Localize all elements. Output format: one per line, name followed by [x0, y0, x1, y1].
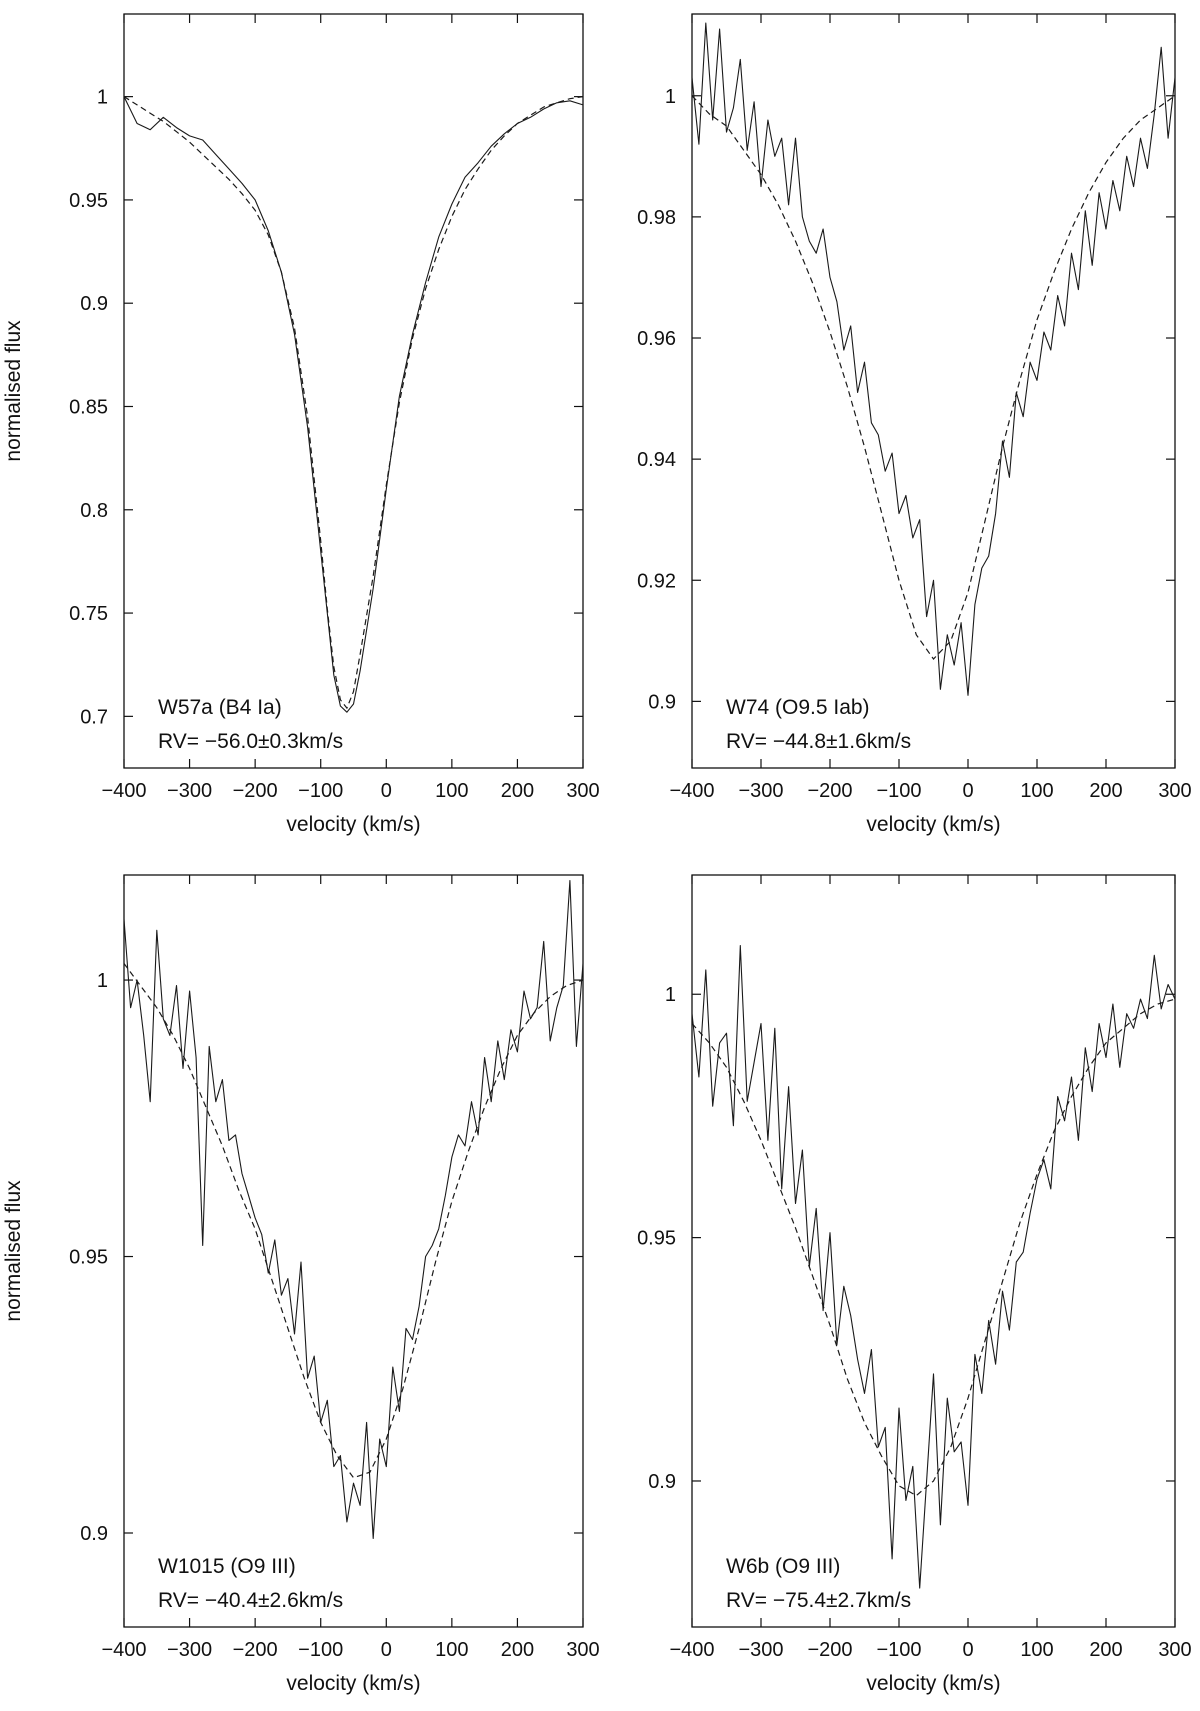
x-tick-label: −200	[807, 1639, 852, 1661]
x-tick-label: −200	[807, 780, 852, 802]
x-tick-label: −400	[669, 1639, 714, 1661]
x-tick-label: 200	[501, 780, 534, 802]
panel-bottom-left: −400 −300 −200 −100 0 100 200 300 0.9 0.95 1 W1015 …	[2, 874, 600, 1695]
x-axis-title: velocity (km/s)	[286, 813, 420, 836]
x-axis-title: velocity (km/s)	[286, 1672, 420, 1695]
model-fit-line	[123, 963, 584, 1479]
y-tick-label: 0.9	[80, 1523, 108, 1545]
star-id-label: W57a (B4 Ia)	[158, 696, 282, 719]
radial-velocity-label: RV= −44.8±1.6km/s	[726, 730, 911, 753]
x-axis-title: velocity (km/s)	[866, 813, 1000, 836]
x-tick-label: −400	[669, 780, 714, 802]
y-tick-label: 1	[97, 87, 108, 109]
x-tick-label: 100	[435, 1639, 468, 1661]
y-tick-label: 0.9	[648, 691, 676, 713]
x-tick-label: −100	[298, 780, 343, 802]
y-tick-label: 1	[665, 86, 676, 108]
x-axis-title: velocity (km/s)	[866, 1672, 1000, 1695]
y-tick-label: 0.9	[648, 1471, 676, 1493]
x-tick-label: 300	[1158, 780, 1191, 802]
y-tick-label: 0.95	[637, 1228, 676, 1250]
x-tick-label: −200	[233, 780, 278, 802]
plot-frame	[691, 874, 1176, 1628]
star-id-label: W6b (O9 III)	[726, 1555, 840, 1578]
x-tick-label: 300	[566, 780, 599, 802]
x-tick-label: −300	[167, 1639, 212, 1661]
y-tick-label: 1	[97, 970, 108, 992]
x-tick-label: 0	[381, 1639, 392, 1661]
star-id-label: W1015 (O9 III)	[158, 1555, 296, 1578]
x-tick-label: −100	[876, 1639, 921, 1661]
x-tick-label: 100	[1020, 780, 1053, 802]
x-tick-label: −400	[101, 780, 146, 802]
x-tick-label: −400	[101, 1639, 146, 1661]
y-tick-label: 0.7	[80, 706, 108, 728]
panel-top-right: −400 −300 −200 −100 0 100 200 300 0.9 0.92 0.94 0.9…	[637, 13, 1192, 836]
y-tick-label: 0.98	[637, 207, 676, 229]
x-tick-label: −100	[876, 780, 921, 802]
radial-velocity-label: RV= −40.4±2.6km/s	[158, 1589, 343, 1612]
x-tick-label: 300	[566, 1639, 599, 1661]
x-tick-label: 0	[381, 780, 392, 802]
y-axis-title: normalised flux	[2, 320, 25, 462]
plot-frame	[691, 13, 1176, 769]
x-tick-label: −300	[167, 780, 212, 802]
y-tick-label: 0.95	[69, 1247, 108, 1269]
x-tick-label: 300	[1158, 1639, 1191, 1661]
x-tick-label: −300	[738, 1639, 783, 1661]
x-tick-label: 100	[1020, 1639, 1053, 1661]
y-tick-label: 1	[665, 984, 676, 1006]
x-tick-label: 100	[435, 780, 468, 802]
observed-spectrum-line	[123, 96, 584, 713]
radial-velocity-label: RV= −75.4±2.7km/s	[726, 1589, 911, 1612]
x-tick-label: 200	[1089, 1639, 1122, 1661]
observed-spectrum-line	[691, 22, 1176, 696]
plot-frame	[123, 13, 584, 769]
x-tick-label: 0	[962, 1639, 973, 1661]
plot-frame	[123, 874, 584, 1628]
x-tick-label: −300	[738, 780, 783, 802]
panel-bottom-right: −400 −300 −200 −100 0 100 200 300 0.9 0.95 1 W6b (O…	[637, 874, 1192, 1695]
x-tick-label: 200	[1089, 780, 1122, 802]
y-tick-label: 0.92	[637, 570, 676, 592]
star-id-label: W74 (O9.5 Iab)	[726, 696, 870, 719]
model-fit-line	[691, 998, 1176, 1497]
panel-top-left: −400 −300 −200 −100 0 100 200 300 0.7 0.75 0.8 0.85…	[2, 13, 600, 836]
y-tick-label: 0.75	[69, 603, 108, 625]
x-tick-label: 200	[501, 1639, 534, 1661]
y-tick-label: 0.9	[80, 293, 108, 315]
y-tick-label: 0.96	[637, 328, 676, 350]
y-tick-label: 0.94	[637, 449, 676, 471]
observed-spectrum-line	[123, 879, 584, 1540]
x-tick-label: −100	[298, 1639, 343, 1661]
y-tick-label: 0.8	[80, 500, 108, 522]
model-fit-line	[691, 95, 1176, 660]
radial-velocity-label: RV= −56.0±0.3km/s	[158, 730, 343, 753]
y-axis-title: normalised flux	[2, 1180, 25, 1322]
model-fit-line	[123, 96, 584, 710]
x-tick-label: −200	[233, 1639, 278, 1661]
x-tick-label: 0	[962, 780, 973, 802]
y-tick-label: 0.85	[69, 396, 108, 418]
observed-spectrum-line	[691, 945, 1176, 1589]
y-tick-label: 0.95	[69, 190, 108, 212]
